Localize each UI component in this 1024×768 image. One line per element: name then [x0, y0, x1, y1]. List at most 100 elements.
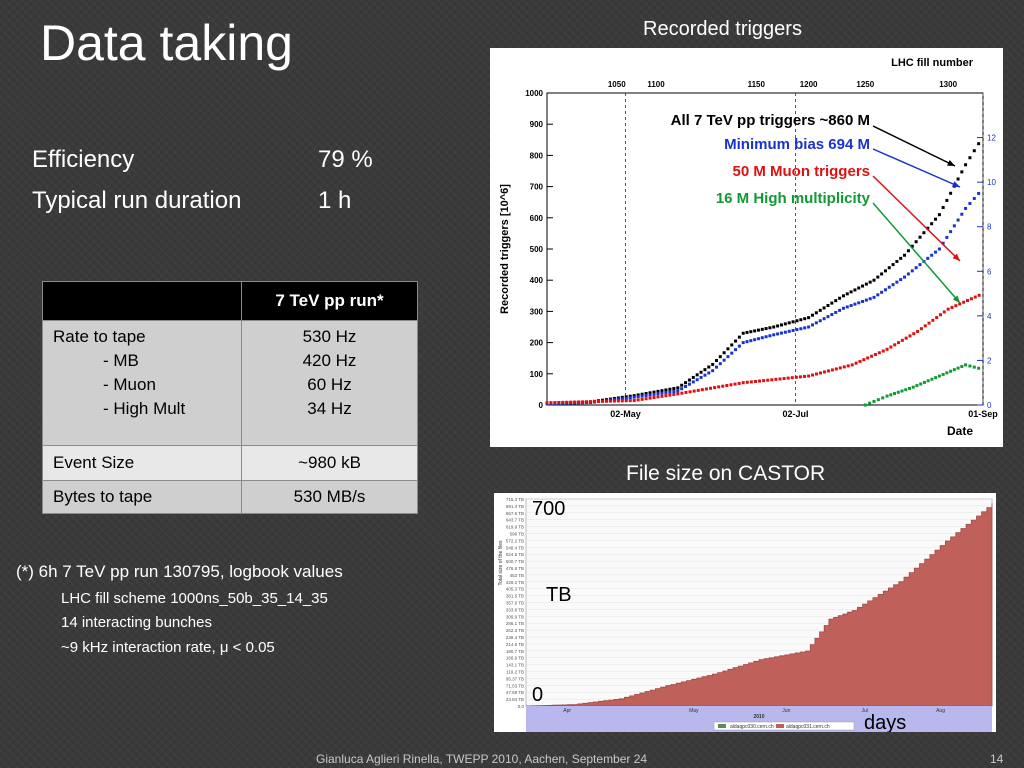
- right-tick-label: 8: [987, 223, 992, 232]
- castor-y-tick-label: 166.9 TB: [506, 656, 524, 661]
- castor-y-tick-label: 0.0: [518, 704, 525, 709]
- castor-y-tick-label: 333.8 TB: [506, 607, 524, 612]
- series-point-mb: [977, 191, 981, 195]
- series-point-muon: [908, 334, 912, 338]
- series-point-muon: [815, 372, 819, 376]
- series-point-muon: [549, 401, 553, 405]
- series-point-all: [849, 290, 853, 294]
- series-point-all: [737, 335, 741, 339]
- series-point-mb: [730, 351, 734, 355]
- series-point-muon: [807, 374, 811, 378]
- series-point-mb: [676, 389, 680, 393]
- series-point-all: [868, 280, 872, 284]
- series-point-mb: [883, 288, 887, 292]
- castor-y-tick-label: 667.6 TB: [506, 511, 524, 516]
- castor-y-tick-label: 715.3 TB: [506, 497, 524, 502]
- series-point-muon: [612, 399, 616, 403]
- series-point-all: [707, 365, 711, 369]
- series-point-all: [949, 191, 953, 195]
- series-point-muon: [873, 352, 877, 356]
- event-size-label: Event Size: [42, 445, 242, 481]
- table-header-row: 7 TeV pp run*: [42, 281, 418, 321]
- series-point-all: [772, 325, 776, 329]
- series-point-muon: [850, 363, 854, 367]
- series-point-mb: [952, 224, 956, 228]
- series-point-mb: [764, 335, 768, 339]
- series-point-muon: [782, 377, 786, 381]
- series-point-all: [787, 321, 791, 325]
- castor-y-tick-label: 143.1 TB: [506, 663, 524, 668]
- series-point-mb: [772, 333, 776, 337]
- series-point-muon: [721, 384, 725, 388]
- series-point-muon: [717, 385, 721, 389]
- series-point-all: [672, 387, 676, 391]
- series-point-muon: [904, 336, 908, 340]
- annotation-label: 16 M High multiplicity: [716, 190, 871, 207]
- series-point-all: [734, 339, 738, 343]
- series-point-hm: [941, 372, 945, 376]
- series-point-mb: [880, 290, 884, 294]
- series-point-muon: [581, 400, 585, 404]
- castor-y-tick-label: 71.53 TB: [506, 683, 524, 688]
- series-point-muon: [931, 318, 935, 322]
- castor-y-tick-label: 309.9 TB: [506, 614, 524, 619]
- series-point-all: [964, 163, 968, 167]
- series-point-muon: [737, 381, 741, 385]
- castor-y-tick-label: 381.5 TB: [506, 594, 524, 599]
- series-point-mb: [776, 332, 780, 336]
- series-point-muon: [733, 382, 737, 386]
- series-point-hm: [945, 371, 949, 375]
- series-point-mb: [636, 395, 640, 399]
- series-point-all: [680, 383, 684, 387]
- series-point-all: [691, 375, 695, 379]
- series-point-mb: [845, 305, 849, 309]
- series-point-hm: [868, 401, 872, 405]
- series-point-all: [791, 320, 795, 324]
- footnote-line: ~9 kHz interaction rate, μ < 0.05: [61, 639, 275, 656]
- series-point-hm: [952, 368, 956, 372]
- series-point-muon: [589, 400, 593, 404]
- series-point-mb: [918, 263, 922, 267]
- series-point-muon: [842, 365, 846, 369]
- series-point-all: [914, 240, 918, 244]
- mb-label: - MB: [103, 351, 139, 370]
- series-point-mb: [887, 285, 891, 289]
- series-point-hm: [956, 366, 960, 370]
- series-point-muon: [644, 397, 648, 401]
- x-tick-label: 02-May: [610, 409, 641, 419]
- rate-value: 530 Hz: [302, 327, 357, 346]
- series-point-mb: [768, 334, 772, 338]
- castor-legend-swatch: [776, 724, 784, 728]
- castor-y-tick-label: 453 TB: [510, 573, 524, 578]
- series-point-mb: [864, 298, 868, 302]
- castor-x-tick-label: Apr: [563, 708, 571, 714]
- series-point-hm: [881, 396, 885, 400]
- top-tick-label: 1250: [856, 80, 874, 89]
- series-point-muon: [741, 381, 745, 385]
- castor-y-tick-label: 429.2 TB: [506, 580, 524, 585]
- series-point-mb: [795, 328, 799, 332]
- series-point-muon: [593, 400, 597, 404]
- series-point-muon: [656, 395, 660, 399]
- series-point-muon: [893, 343, 897, 347]
- series-point-muon: [624, 399, 628, 403]
- series-point-all: [779, 323, 783, 327]
- arrow-head: [947, 159, 955, 166]
- series-point-hm: [885, 394, 889, 398]
- annotation-arrow: [872, 202, 961, 304]
- series-point-mb: [616, 397, 620, 401]
- footnote-line: 14 interacting bunches: [61, 614, 212, 631]
- series-point-muon: [897, 341, 901, 345]
- series-point-muon: [854, 361, 858, 365]
- series-point-mb: [895, 280, 899, 284]
- series-point-mb: [926, 256, 930, 260]
- series-point-all: [861, 284, 865, 288]
- series-point-mb: [834, 310, 838, 314]
- series-point-all: [853, 288, 857, 292]
- castor-y-tick-label: 47.68 TB: [506, 690, 524, 695]
- efficiency-value: 79 %: [318, 146, 373, 173]
- series-point-mb: [783, 330, 787, 334]
- series-point-muon: [811, 373, 815, 377]
- series-point-muon: [889, 345, 893, 349]
- series-point-muon: [597, 399, 601, 403]
